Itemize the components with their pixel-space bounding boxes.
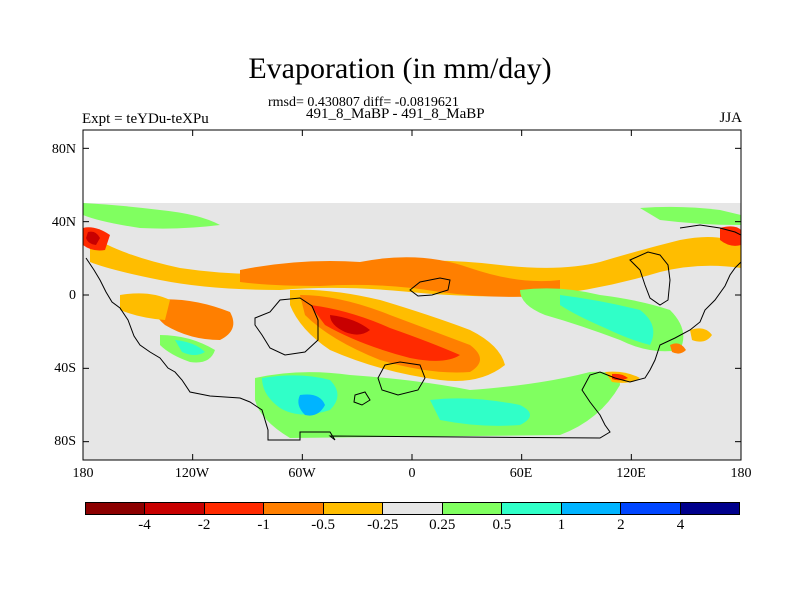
lon-label-180e: 180 [730,466,752,481]
season-label: JJA [719,110,742,126]
coastline-island-b [377,361,426,396]
colorbar-box [680,503,739,514]
colorbar-label: 1 [557,517,566,533]
colorbar-box [621,503,681,514]
field-orange-east-small [670,343,686,354]
colorbar-box [86,503,146,514]
field-cyan-east [560,295,654,345]
lat-label-0: 0 [69,288,76,303]
colorbar [85,502,740,515]
colorbar-label: -2 [197,517,211,533]
stats-label: rmsd= 0.430807 diff= -0.0819621 [268,95,459,110]
lat-label-80n: 80N [51,142,76,157]
lat-label-80s: 80S [54,434,76,449]
colorbar-box [145,503,205,514]
colorbar-box [383,503,443,514]
lat-label-40s: 40S [54,361,76,376]
lon-label-60e: 60E [509,466,533,481]
colorbar-label: -1 [257,517,270,533]
coastline-island-a [254,297,319,356]
colorbar-box [561,503,622,514]
colorbar-label: -0.5 [311,517,336,533]
colorbar-label: 0.5 [492,517,512,533]
coastlines [85,224,741,441]
colorbar-label: 2 [617,517,625,533]
lon-label-120w: 120W [174,466,210,481]
lon-label-120e: 120E [616,466,646,481]
field-blue-south [298,394,325,416]
experiment-label: Expt = teYDu-teXPu [82,111,209,127]
contour-fields [83,203,741,438]
case-label: 491_8_MaBP - 491_8_MaBP [306,106,485,122]
coastline-island-c [353,391,371,406]
field-darkred-left [86,231,100,245]
lon-label-60w: 60W [288,466,316,481]
field-green-northwest [83,203,220,229]
coastline-east-continent [629,251,671,306]
colorbar-label: 0.25 [429,517,456,533]
colorbar-box [502,503,562,514]
colorbar-label: -4 [138,517,151,533]
coastline-northeast [679,224,741,236]
lat-label-40n: 40N [51,215,76,230]
field-red-right [720,226,741,246]
coastline-island-d [409,277,451,297]
colorbar-box [204,503,265,514]
field-orange-west [150,299,234,340]
colorbar-box [264,503,324,514]
field-yellow-west [120,293,170,320]
colorbar-label: 4 [676,517,685,533]
lon-label-0: 0 [408,466,416,481]
plot-title: Evaporation (in mm/day) [248,52,552,85]
field-cyan-southwest [175,340,205,355]
field-darkred-central [330,315,370,335]
field-orange-north [240,257,560,297]
coastline-west [85,257,741,441]
field-yellow-east-small [690,328,712,342]
colorbar-label: -0.25 [367,517,399,533]
colorbar-box [442,503,503,514]
field-cyan-southeast [430,398,530,426]
field-green-northeast [640,206,741,225]
axis-ticks [82,130,742,460]
colorbar-box [323,503,384,514]
lon-label-180w: 180 [72,466,94,481]
